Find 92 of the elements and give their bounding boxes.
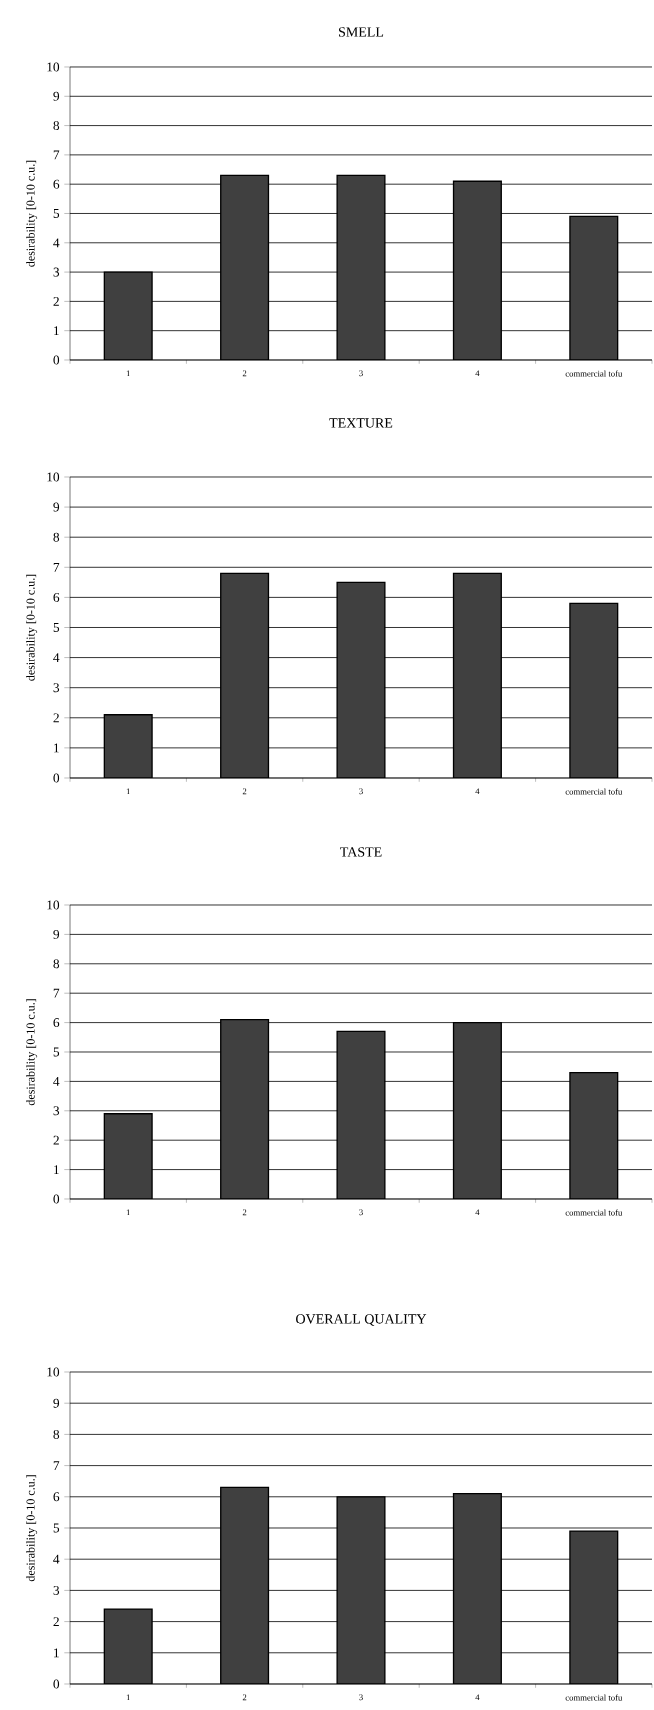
y-tick-label: 3 — [53, 267, 60, 277]
x-tick-label: 4 — [475, 1694, 480, 1701]
bar — [103, 1113, 153, 1199]
y-tick-label: 4 — [53, 1554, 60, 1564]
x-tick-label: 1 — [126, 370, 130, 377]
y-tick-label: 10 — [47, 472, 60, 482]
bar — [103, 714, 153, 778]
bar — [336, 174, 386, 360]
x-tick-label: 4 — [475, 370, 480, 377]
x-tick-label: 2 — [242, 788, 247, 795]
y-tick-label: 2 — [53, 296, 59, 306]
x-tick-label: 3 — [359, 370, 363, 377]
y-axis-title: desirability [0-10 c.u.] — [26, 1475, 38, 1582]
y-tick-label: 5 — [53, 1047, 60, 1057]
y-tick-label: 10 — [47, 1367, 60, 1377]
y-tick-label: 8 — [53, 959, 60, 969]
bar — [103, 1608, 153, 1684]
chart-title: TASTE — [340, 847, 382, 857]
x-tick-label: 2 — [242, 1694, 247, 1701]
y-tick-label: 6 — [53, 179, 60, 189]
bar — [336, 1496, 386, 1684]
y-tick-label: 2 — [53, 713, 59, 723]
y-tick-label: 8 — [53, 1429, 60, 1439]
y-tick-label: 7 — [53, 562, 60, 572]
y-tick-label: 6 — [53, 1492, 60, 1502]
y-tick-label: 7 — [53, 988, 60, 998]
y-tick-label: 3 — [53, 683, 60, 693]
y-tick-label: 3 — [53, 1585, 60, 1595]
y-tick-label: 4 — [53, 1077, 60, 1086]
y-tick-label: 10 — [47, 62, 60, 72]
x-tick-label: 2 — [242, 1209, 247, 1216]
bar — [220, 572, 270, 778]
y-axis-title: desirability [0-10 c.u.] — [26, 160, 38, 267]
y-tick-label: 4 — [53, 238, 60, 248]
y-axis-title: desirability [0-10 c.u.] — [26, 574, 38, 681]
y-tick-label: 4 — [53, 653, 60, 662]
y-tick-label: 7 — [53, 150, 60, 160]
x-tick-label: commercial tofu — [565, 1694, 623, 1701]
x-tick-label: 3 — [359, 788, 363, 795]
y-tick-label: 2 — [53, 1135, 59, 1145]
x-tick-label: 3 — [359, 1694, 363, 1701]
y-tick-label: 6 — [53, 592, 60, 602]
bar — [336, 1030, 386, 1199]
y-tick-label: 9 — [53, 502, 60, 512]
x-tick-label: 4 — [475, 1209, 480, 1216]
y-tick-label: 0 — [53, 773, 60, 783]
y-tick-label: 2 — [53, 1617, 59, 1627]
chart-title: OVERALL QUALITY — [296, 1314, 427, 1326]
bar — [452, 572, 502, 778]
y-tick-label: 9 — [53, 929, 60, 939]
y-tick-label: 1 — [54, 1165, 59, 1174]
y-tick-label: 9 — [53, 91, 60, 101]
x-tick-label: commercial tofu — [565, 1209, 623, 1216]
y-axis-title: desirability [0-10 c.u.] — [26, 999, 38, 1106]
bar — [452, 1021, 502, 1199]
y-tick-label: 7 — [53, 1461, 60, 1470]
y-tick-label: 5 — [53, 623, 60, 632]
y-tick-label: 1 — [54, 326, 59, 336]
y-tick-label: 0 — [53, 1679, 60, 1689]
y-tick-label: 8 — [53, 532, 60, 542]
y-tick-label: 9 — [53, 1398, 60, 1408]
x-tick-label: commercial tofu — [565, 370, 623, 377]
chart-title: SMELL — [339, 27, 384, 37]
x-tick-label: 4 — [475, 788, 480, 795]
y-tick-label: 5 — [53, 1523, 60, 1533]
x-tick-label: commercial tofu — [565, 788, 623, 795]
y-tick-label: 1 — [54, 743, 59, 753]
bar — [569, 215, 619, 360]
bar — [220, 1486, 270, 1684]
y-tick-label: 8 — [53, 121, 60, 131]
bar — [336, 581, 386, 778]
chart-title: TEXTURE — [329, 418, 393, 428]
bar — [220, 1018, 270, 1199]
y-tick-label: 6 — [53, 1018, 60, 1028]
x-tick-label: 1 — [126, 788, 130, 795]
bar — [452, 1493, 502, 1684]
x-tick-label: 3 — [359, 1209, 363, 1216]
y-tick-label: 0 — [53, 1194, 60, 1204]
bar — [569, 1071, 619, 1199]
x-tick-label: 1 — [126, 1209, 130, 1216]
x-tick-label: 1 — [126, 1694, 130, 1701]
bar — [103, 271, 153, 360]
y-tick-label: 5 — [53, 209, 60, 218]
x-tick-label: 2 — [242, 370, 247, 377]
bar — [220, 174, 270, 360]
y-tick-label: 10 — [47, 900, 60, 910]
bar — [452, 180, 502, 360]
y-tick-label: 3 — [53, 1106, 60, 1116]
bar — [569, 1530, 619, 1684]
y-tick-label: 1 — [54, 1648, 59, 1658]
y-tick-label: 0 — [53, 355, 60, 365]
bar — [569, 602, 619, 778]
